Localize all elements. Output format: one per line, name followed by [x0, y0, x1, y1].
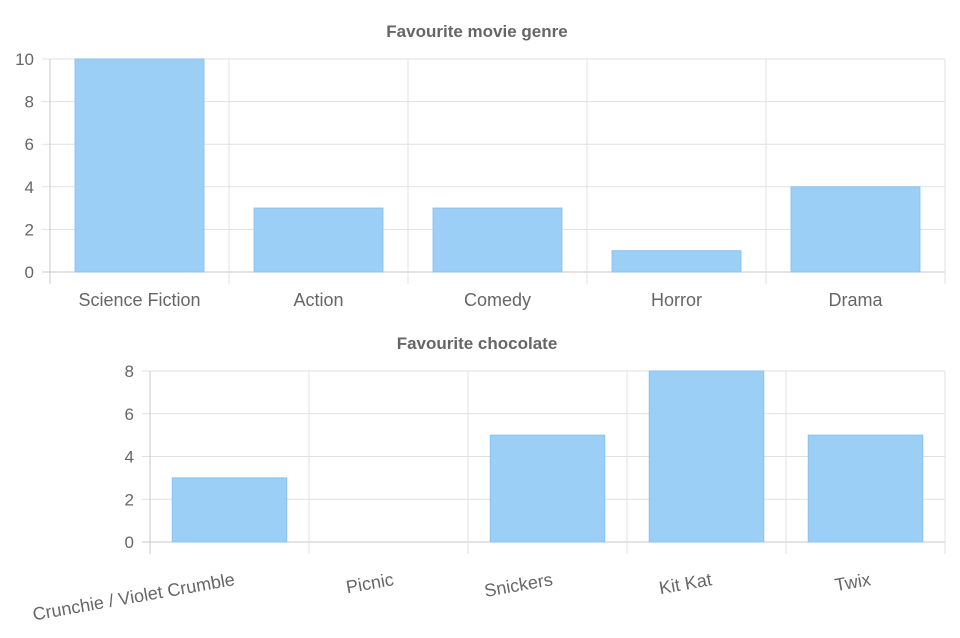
chocolate-y-tick-label: 0 — [125, 533, 134, 552]
movie-y-tick-label: 8 — [25, 93, 34, 112]
movie-bar-action[interactable] — [253, 207, 384, 273]
movie-x-category-label: Comedy — [464, 290, 531, 310]
chocolate-x-category-label: Crunchie / Violet Crumble — [31, 569, 236, 624]
chocolate-x-category-label: Kit Kat — [657, 569, 713, 598]
chocolate-y-tick-label: 6 — [125, 405, 134, 424]
movie-genre-chart-title: Favourite movie genre — [386, 22, 567, 41]
chocolate-bar-snickers[interactable] — [489, 434, 606, 543]
chocolate-y-tick-label: 8 — [125, 362, 134, 381]
movie-x-category-label: Horror — [651, 290, 702, 310]
movie-x-category-label: Action — [293, 290, 343, 310]
chocolate-chart: Favourite chocolate 0 2 4 6 8 Crunchie / Viol… — [31, 334, 946, 624]
movie-x-category-label: Drama — [828, 290, 883, 310]
movie-y-tick-label: 10 — [15, 50, 34, 69]
movie-bar-horror[interactable] — [611, 250, 742, 273]
chocolate-x-category-label: Picnic — [344, 569, 395, 597]
chocolate-bar-kit-kat[interactable] — [648, 370, 765, 543]
movie-bar-comedy[interactable] — [432, 207, 563, 273]
chocolate-bar-crunchie-violet-crumble[interactable] — [171, 477, 288, 543]
chocolate-bar-twix[interactable] — [807, 434, 924, 543]
movie-y-tick-label: 6 — [25, 135, 34, 154]
movie-y-tick-label: 4 — [25, 178, 34, 197]
movie-bar-drama[interactable] — [790, 186, 921, 273]
chocolate-y-tick-label: 2 — [125, 490, 134, 509]
chocolate-x-category-label: Twix — [833, 569, 872, 595]
chocolate-chart-title: Favourite chocolate — [397, 334, 558, 353]
movie-x-category-label: Science Fiction — [78, 290, 200, 310]
chocolate-x-category-label: Snickers — [483, 569, 554, 601]
chocolate-y-tick-label: 4 — [125, 448, 134, 467]
movie-y-tick-label: 2 — [25, 220, 34, 239]
movie-genre-chart: Favourite movie genre 0 2 4 6 8 10 Science Fic… — [15, 22, 946, 310]
movie-y-tick-label: 0 — [25, 263, 34, 282]
movie-bar-science-fiction[interactable] — [74, 58, 205, 273]
